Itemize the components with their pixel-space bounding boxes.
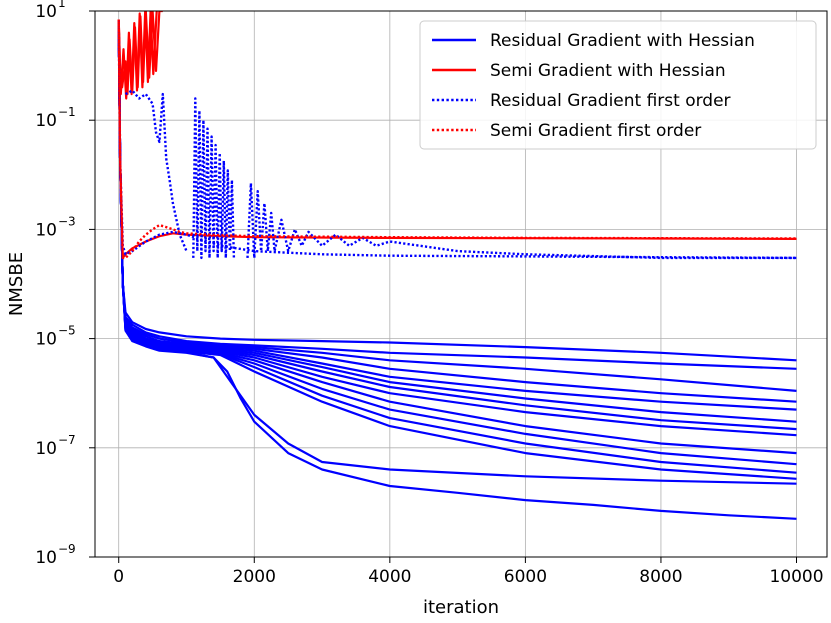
x-tick-label: 2000 <box>233 567 276 587</box>
legend-label: Residual Gradient with Hessian <box>490 31 755 51</box>
series-line <box>117 19 797 520</box>
y-tick-exponent: −3 <box>58 214 76 228</box>
series-line <box>246 182 797 260</box>
series-line <box>192 97 236 260</box>
y-tick-exponent: −1 <box>58 105 76 119</box>
series-lines <box>117 11 797 520</box>
legend-label: Semi Gradient first order <box>490 121 701 141</box>
y-tick-label: 10 <box>35 548 57 568</box>
series-line <box>117 19 797 260</box>
x-tick-label: 4000 <box>368 567 411 587</box>
plot-area <box>94 10 828 558</box>
y-tick-label: 10 <box>35 330 57 350</box>
legend-box <box>419 20 817 150</box>
legend: Residual Gradient with Hessian Semi Gradi… <box>419 20 817 150</box>
y-tick-exponent: −7 <box>58 433 76 447</box>
legend-label: Semi Gradient with Hessian <box>490 61 726 81</box>
y-tick-exponent: 1 <box>58 0 66 10</box>
y-tick-label: 10 <box>35 111 57 131</box>
y-tick-exponent: −5 <box>58 324 76 338</box>
x-axis-title: iteration <box>423 597 499 618</box>
x-tick-label: 8000 <box>639 567 682 587</box>
y-tick-label: 10 <box>35 2 57 22</box>
plot-frame <box>94 10 828 558</box>
legend-label: Residual Gradient first order <box>490 91 731 111</box>
y-tick-exponent: −9 <box>58 542 76 556</box>
x-axis-ticks: 0 2000 4000 6000 8000 10000 <box>113 557 824 587</box>
y-tick-label: 10 <box>35 220 57 240</box>
y-tick-label: 10 <box>35 439 57 459</box>
x-tick-label: 6000 <box>504 567 547 587</box>
x-tick-label: 0 <box>113 567 124 587</box>
series-line <box>117 11 158 100</box>
y-axis-title: NMSBE <box>6 252 27 316</box>
series-line <box>124 89 188 252</box>
x-tick-label: 10000 <box>769 567 823 587</box>
